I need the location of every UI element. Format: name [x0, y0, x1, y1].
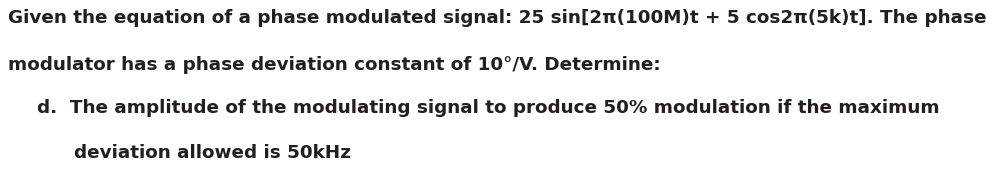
Text: Given the equation of a phase modulated signal: 25 sin[2π(100M)t + 5 cos2π(5k)t]: Given the equation of a phase modulated … — [8, 9, 986, 27]
Text: deviation allowed is 50kHz: deviation allowed is 50kHz — [74, 144, 351, 162]
Text: modulator has a phase deviation constant of 10°/V. Determine:: modulator has a phase deviation constant… — [8, 56, 661, 74]
Text: d.  The amplitude of the modulating signal to produce 50% modulation if the maxi: d. The amplitude of the modulating signa… — [37, 99, 940, 117]
